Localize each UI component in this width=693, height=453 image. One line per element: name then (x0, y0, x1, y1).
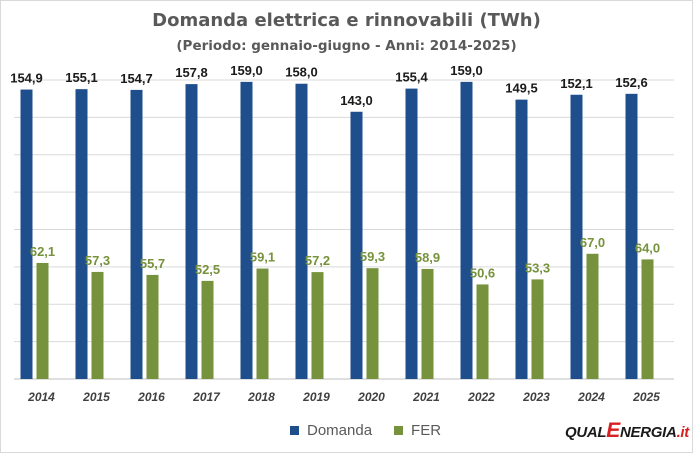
bar-domanda-2025 (625, 93, 638, 380)
data-label-fer-2018: 59,1 (250, 250, 275, 265)
x-tick-label-2022: 2022 (467, 390, 495, 404)
bar-fer-2017 (201, 280, 214, 379)
x-tick-label-2018: 2018 (247, 390, 275, 404)
x-tick-label-2016: 2016 (137, 390, 165, 404)
logo-text-nergia: NERGIA (620, 424, 677, 441)
x-tick-label-2015: 2015 (82, 390, 110, 404)
data-label-domanda-2021: 155,4 (395, 70, 428, 85)
data-label-fer-2014: 62,1 (30, 244, 55, 259)
x-tick-label-2019: 2019 (302, 390, 330, 404)
data-label-domanda-2024: 152,1 (560, 76, 593, 91)
data-label-domanda-2017: 157,8 (175, 65, 208, 80)
data-label-domanda-2022: 159,0 (450, 63, 483, 78)
x-tick-label-2023: 2023 (522, 390, 550, 404)
qualenergia-logo: QUALENERGIA.it (565, 419, 689, 443)
x-tick-label-2021: 2021 (412, 390, 440, 404)
data-label-fer-2022: 50,6 (470, 265, 495, 280)
bar-domanda-2014 (20, 89, 33, 379)
bar-fer-2025 (641, 259, 654, 379)
data-label-fer-2017: 52,5 (195, 262, 220, 277)
bar-domanda-2024 (570, 94, 583, 379)
data-label-fer-2016: 55,7 (140, 256, 165, 271)
bar-fer-2014 (36, 262, 49, 379)
x-tick-label-2025: 2025 (632, 390, 660, 404)
legend-swatch-fer (394, 425, 404, 435)
bar-domanda-2018 (240, 81, 253, 380)
data-label-fer-2025: 64,0 (635, 240, 660, 255)
logo-text-qual: QUAL (565, 424, 607, 441)
bar-fer-2015 (91, 271, 104, 379)
legend-item-domanda: Domanda (290, 422, 372, 439)
bar-fer-2024 (586, 253, 599, 379)
bar-fer-2021 (421, 268, 434, 379)
bar-fer-2018 (256, 268, 269, 379)
data-label-domanda-2019: 158,0 (285, 65, 318, 80)
x-tick-label-2020: 2020 (357, 390, 385, 404)
logo-text-it: .it (676, 424, 690, 441)
x-tick-label-2017: 2017 (192, 390, 221, 404)
data-label-fer-2020: 59,3 (360, 249, 385, 264)
logo-text-e: E (606, 419, 621, 442)
bar-fer-2020 (366, 268, 379, 379)
chart-subtitle: (Periodo: gennaio-giugno - Anni: 2014-20… (176, 38, 517, 54)
bar-fer-2016 (146, 274, 159, 379)
legend-label-domanda: Domanda (307, 421, 373, 439)
data-label-domanda-2020: 143,0 (340, 93, 373, 108)
data-label-fer-2015: 57,3 (85, 253, 110, 268)
data-label-domanda-2015: 155,1 (65, 70, 98, 85)
data-label-domanda-2025: 152,6 (615, 75, 648, 90)
legend-swatch-domanda (290, 425, 299, 435)
bar-domanda-2022 (460, 81, 473, 380)
data-label-fer-2024: 67,0 (580, 235, 605, 250)
bar-domanda-2015 (75, 89, 88, 380)
legend-label-fer: FER (411, 421, 442, 439)
data-label-fer-2019: 57,2 (305, 253, 330, 268)
bar-fer-2023 (531, 279, 544, 379)
chart-title: Domanda elettrica e rinnovabili (TWh) (152, 10, 541, 31)
x-tick-label-2024: 2024 (577, 390, 605, 404)
bar-domanda-2017 (185, 84, 198, 379)
data-label-fer-2023: 53,3 (525, 260, 550, 275)
legend-item-fer: FER (394, 422, 441, 439)
bar-fer-2019 (311, 272, 324, 379)
data-label-domanda-2016: 154,7 (120, 71, 153, 86)
bar-domanda-2021 (405, 88, 418, 379)
data-label-fer-2021: 58,9 (415, 250, 440, 265)
bar-domanda-2019 (295, 83, 308, 380)
bar-domanda-2023 (515, 99, 528, 379)
data-label-domanda-2023: 149,5 (505, 81, 538, 96)
bar-domanda-2020 (350, 111, 363, 380)
data-label-domanda-2018: 159,0 (230, 63, 263, 78)
data-label-domanda-2014: 154,9 (10, 71, 43, 86)
x-tick-label-2014: 2014 (27, 390, 55, 404)
chart-legend: Domanda FER (290, 421, 463, 439)
bar-fer-2022 (476, 284, 489, 379)
bar-domanda-2016 (130, 89, 143, 380)
